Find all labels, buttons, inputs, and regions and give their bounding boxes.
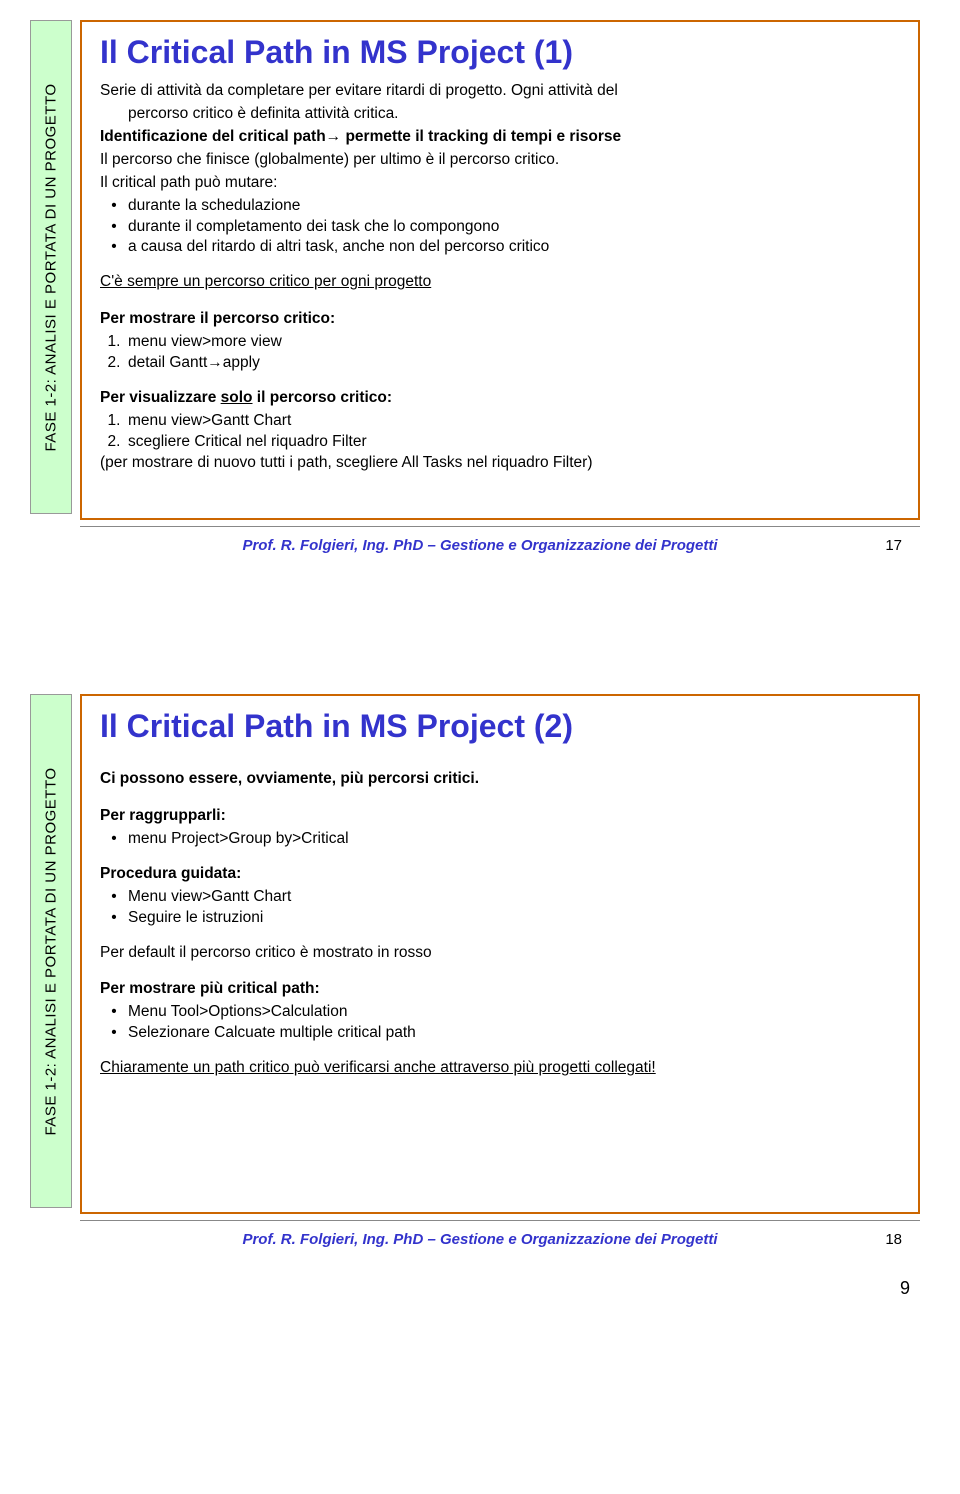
slide-number: 17 [862, 537, 902, 554]
bullet: •durante la schedulazione [100, 196, 900, 217]
slide-title: Il Critical Path in MS Project (1) [100, 34, 900, 71]
bullet: •Selezionare Calcuate multiple critical … [100, 1023, 900, 1044]
text: Il percorso che finisce (globalmente) pe… [100, 150, 900, 171]
heading: Per visualizzare solo il percorso critic… [100, 388, 900, 409]
bullet: •durante il completamento dei task che l… [100, 217, 900, 238]
heading: Per mostrare più critical path: [100, 979, 900, 1000]
text: il percorso critico: [253, 389, 393, 406]
bullet-text: Seguire le istruzioni [128, 908, 263, 929]
numbered-text: scegliere Critical nel riquadro Filter [128, 432, 367, 453]
bullet: •Menu Tool>Options>Calculation [100, 1002, 900, 1023]
sidebar-label: FASE 1-2: ANALISI E PORTATA DI UN PROGET… [43, 83, 60, 451]
bullet-text: a causa del ritardo di altri task, anche… [128, 237, 549, 258]
heading: Per raggrupparli: [100, 806, 900, 827]
text-bold: Identificazione del critical path→ perme… [100, 127, 900, 148]
sidebar-label-box: FASE 1-2: ANALISI E PORTATA DI UN PROGET… [30, 20, 72, 514]
bullet-text: Selezionare Calcuate multiple critical p… [128, 1023, 416, 1044]
footer-text: Prof. R. Folgieri, Ing. PhD – Gestione e… [98, 1231, 862, 1248]
footer-text: Prof. R. Folgieri, Ing. PhD – Gestione e… [98, 537, 862, 554]
heading: Per mostrare il percorso critico: [100, 309, 900, 330]
text-underline: C'è sempre un percorso critico per ogni … [100, 272, 900, 293]
bullet: •Menu view>Gantt Chart [100, 887, 900, 908]
slide-2: FASE 1-2: ANALISI E PORTATA DI UN PROGET… [40, 694, 920, 1248]
slide-footer: Prof. R. Folgieri, Ing. PhD – Gestione e… [80, 1231, 920, 1248]
text-underline: solo [221, 389, 253, 406]
text-bold: Ci possono essere, ovviamente, più perco… [100, 769, 900, 790]
text: Per default il percorso critico è mostra… [100, 943, 900, 964]
text: Per visualizzare [100, 389, 221, 406]
heading: Procedura guidata: [100, 864, 900, 885]
numbered-text: menu view>Gantt Chart [128, 411, 291, 432]
numbered-text: menu view>more view [128, 332, 282, 353]
divider [80, 1220, 920, 1221]
slide-content: Ci possono essere, ovviamente, più perco… [100, 769, 900, 1079]
text: Serie di attività da completare per evit… [100, 81, 900, 102]
slide-body: Il Critical Path in MS Project (2) Ci po… [80, 694, 920, 1214]
divider [80, 526, 920, 527]
numbered: 1.menu view>Gantt Chart [100, 411, 900, 432]
slide-title: Il Critical Path in MS Project (2) [100, 708, 900, 745]
sidebar-label-box: FASE 1-2: ANALISI E PORTATA DI UN PROGET… [30, 694, 72, 1208]
text: Il critical path può mutare: [100, 173, 900, 194]
text: (per mostrare di nuovo tutti i path, sce… [100, 453, 900, 474]
document-page-number: 9 [40, 1268, 920, 1299]
numbered-text: detail Gantt→apply [128, 353, 260, 374]
slide-footer: Prof. R. Folgieri, Ing. PhD – Gestione e… [80, 537, 920, 554]
bullet: •a causa del ritardo di altri task, anch… [100, 237, 900, 258]
slide-number: 18 [862, 1231, 902, 1248]
slide-1: FASE 1-2: ANALISI E PORTATA DI UN PROGET… [40, 20, 920, 554]
slide-body: Il Critical Path in MS Project (1) Serie… [80, 20, 920, 520]
bullet-text: Menu view>Gantt Chart [128, 887, 291, 908]
numbered: 2.detail Gantt→apply [100, 353, 900, 374]
numbered: 2.scegliere Critical nel riquadro Filter [100, 432, 900, 453]
bullet-text: durante la schedulazione [128, 196, 300, 217]
numbered: 1.menu view>more view [100, 332, 900, 353]
text: percorso critico è definita attività cri… [100, 104, 900, 125]
text-underline: Chiaramente un path critico può verifica… [100, 1058, 900, 1079]
bullet-text: menu Project>Group by>Critical [128, 829, 349, 850]
bullet-text: durante il completamento dei task che lo… [128, 217, 499, 238]
bullet: •Seguire le istruzioni [100, 908, 900, 929]
slide-content: Serie di attività da completare per evit… [100, 81, 900, 474]
bullet-text: Menu Tool>Options>Calculation [128, 1002, 347, 1023]
bullet: •menu Project>Group by>Critical [100, 829, 900, 850]
sidebar-label: FASE 1-2: ANALISI E PORTATA DI UN PROGET… [43, 767, 60, 1135]
